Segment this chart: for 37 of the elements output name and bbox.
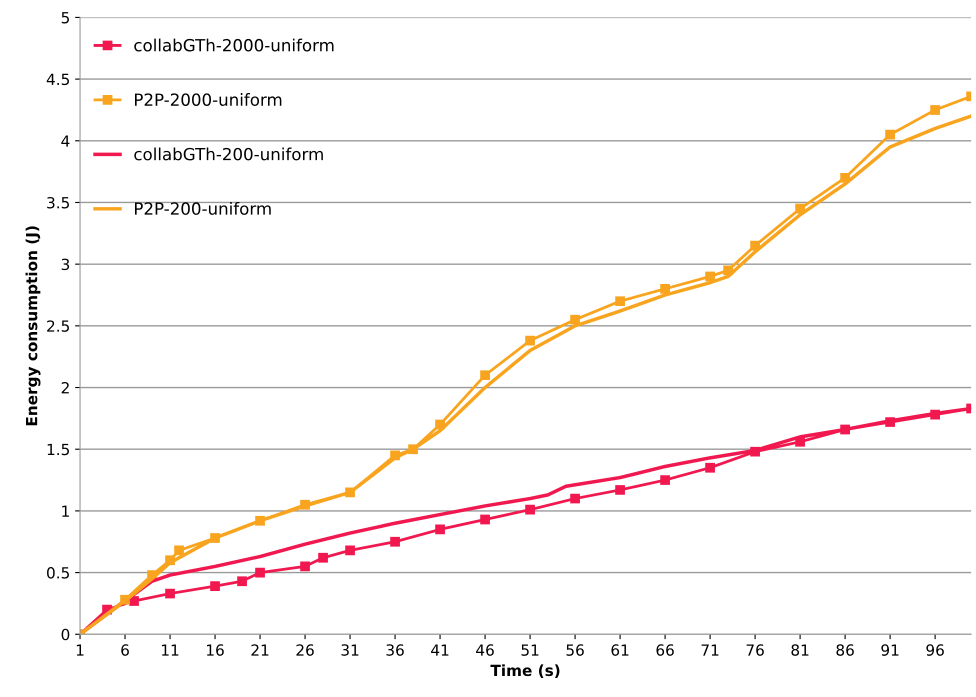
y-tick-label: 1.5: [48, 444, 69, 456]
y-tick-label: 4: [61, 135, 70, 147]
x-tick-label: 11: [162, 644, 178, 656]
x-tick-label: 66: [656, 644, 674, 656]
legend-label: P2P-2000-uniform: [135, 93, 282, 106]
x-tick-label: 46: [476, 644, 494, 656]
y-tick-label: 2.5: [47, 320, 69, 332]
y-axis-title: Energy consumption (J): [26, 226, 40, 426]
legend-label: P2P-200-uniform: [135, 202, 271, 215]
y-tick-label: 3: [62, 258, 70, 270]
x-tick-label: 1: [76, 644, 84, 656]
x-tick-label: 56: [566, 644, 584, 656]
x-tick-label: 91: [881, 644, 898, 656]
x-tick-label: 81: [791, 644, 808, 656]
x-tick-label: 86: [836, 644, 854, 656]
x-tick-label: 6: [121, 644, 129, 656]
legend-label: collabGTh-200-uniform: [134, 148, 323, 160]
y-tick-label: 3.5: [47, 196, 69, 208]
y-tick-label: 4.5: [46, 74, 69, 86]
y-tick-label: 5: [62, 12, 69, 24]
y-tick-label: 1: [62, 506, 69, 517]
x-tick-label: 61: [611, 644, 628, 656]
x-tick-label: 51: [522, 644, 538, 656]
x-axis-title: Time (s): [490, 664, 560, 678]
x-tick-label: 36: [386, 644, 404, 656]
y-tick-label: 0: [62, 628, 70, 640]
y-tick-label: 0.5: [47, 567, 69, 579]
x-tick-label: 21: [251, 644, 268, 656]
x-tick-label: 31: [342, 644, 358, 656]
x-tick-label: 96: [926, 644, 944, 656]
legend-label: collabGTh-2000-uniform: [134, 38, 334, 52]
x-tick-label: 76: [746, 644, 764, 656]
y-tick-label: 2: [62, 382, 69, 394]
x-tick-label: 71: [702, 644, 718, 656]
x-tick-label: 16: [207, 644, 224, 656]
x-tick-label: 41: [431, 644, 448, 656]
x-tick-label: 26: [296, 644, 314, 656]
